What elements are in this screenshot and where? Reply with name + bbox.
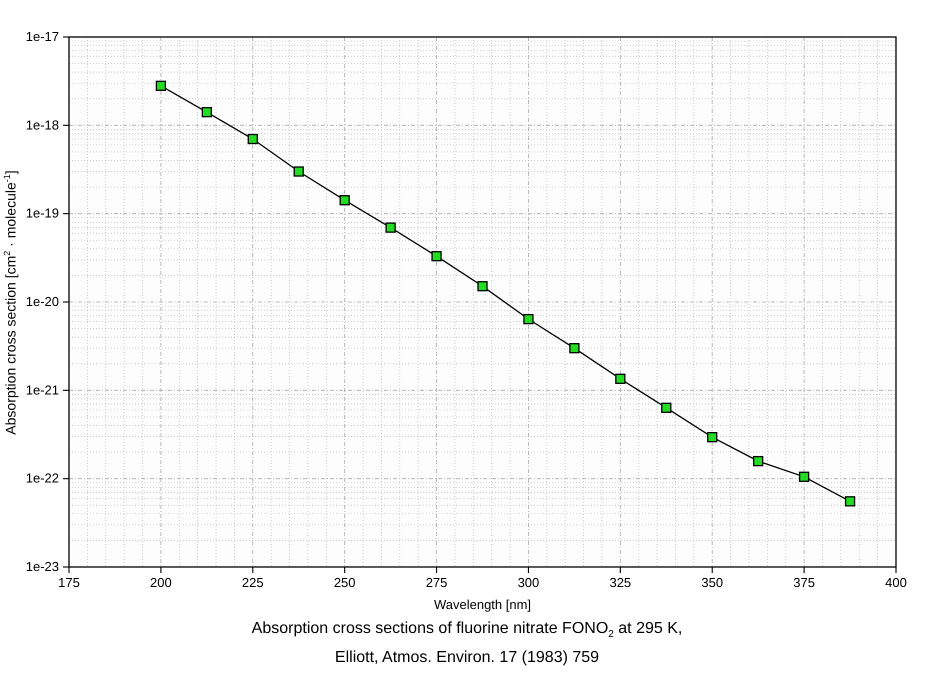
svg-text:375: 375 <box>793 575 815 590</box>
svg-text:1e-20: 1e-20 <box>26 294 59 309</box>
svg-text:250: 250 <box>334 575 356 590</box>
svg-text:300: 300 <box>518 575 540 590</box>
svg-text:275: 275 <box>426 575 448 590</box>
svg-text:1e-17: 1e-17 <box>26 29 59 44</box>
svg-text:1e-22: 1e-22 <box>26 471 59 486</box>
svg-text:225: 225 <box>242 575 264 590</box>
svg-text:200: 200 <box>150 575 172 590</box>
svg-text:1e-19: 1e-19 <box>26 206 59 221</box>
svg-text:400: 400 <box>885 575 907 590</box>
svg-text:1e-23: 1e-23 <box>26 559 59 574</box>
svg-text:325: 325 <box>609 575 631 590</box>
svg-text:1e-18: 1e-18 <box>26 117 59 132</box>
svg-text:175: 175 <box>58 575 80 590</box>
svg-text:350: 350 <box>701 575 723 590</box>
svg-text:1e-21: 1e-21 <box>26 382 59 397</box>
